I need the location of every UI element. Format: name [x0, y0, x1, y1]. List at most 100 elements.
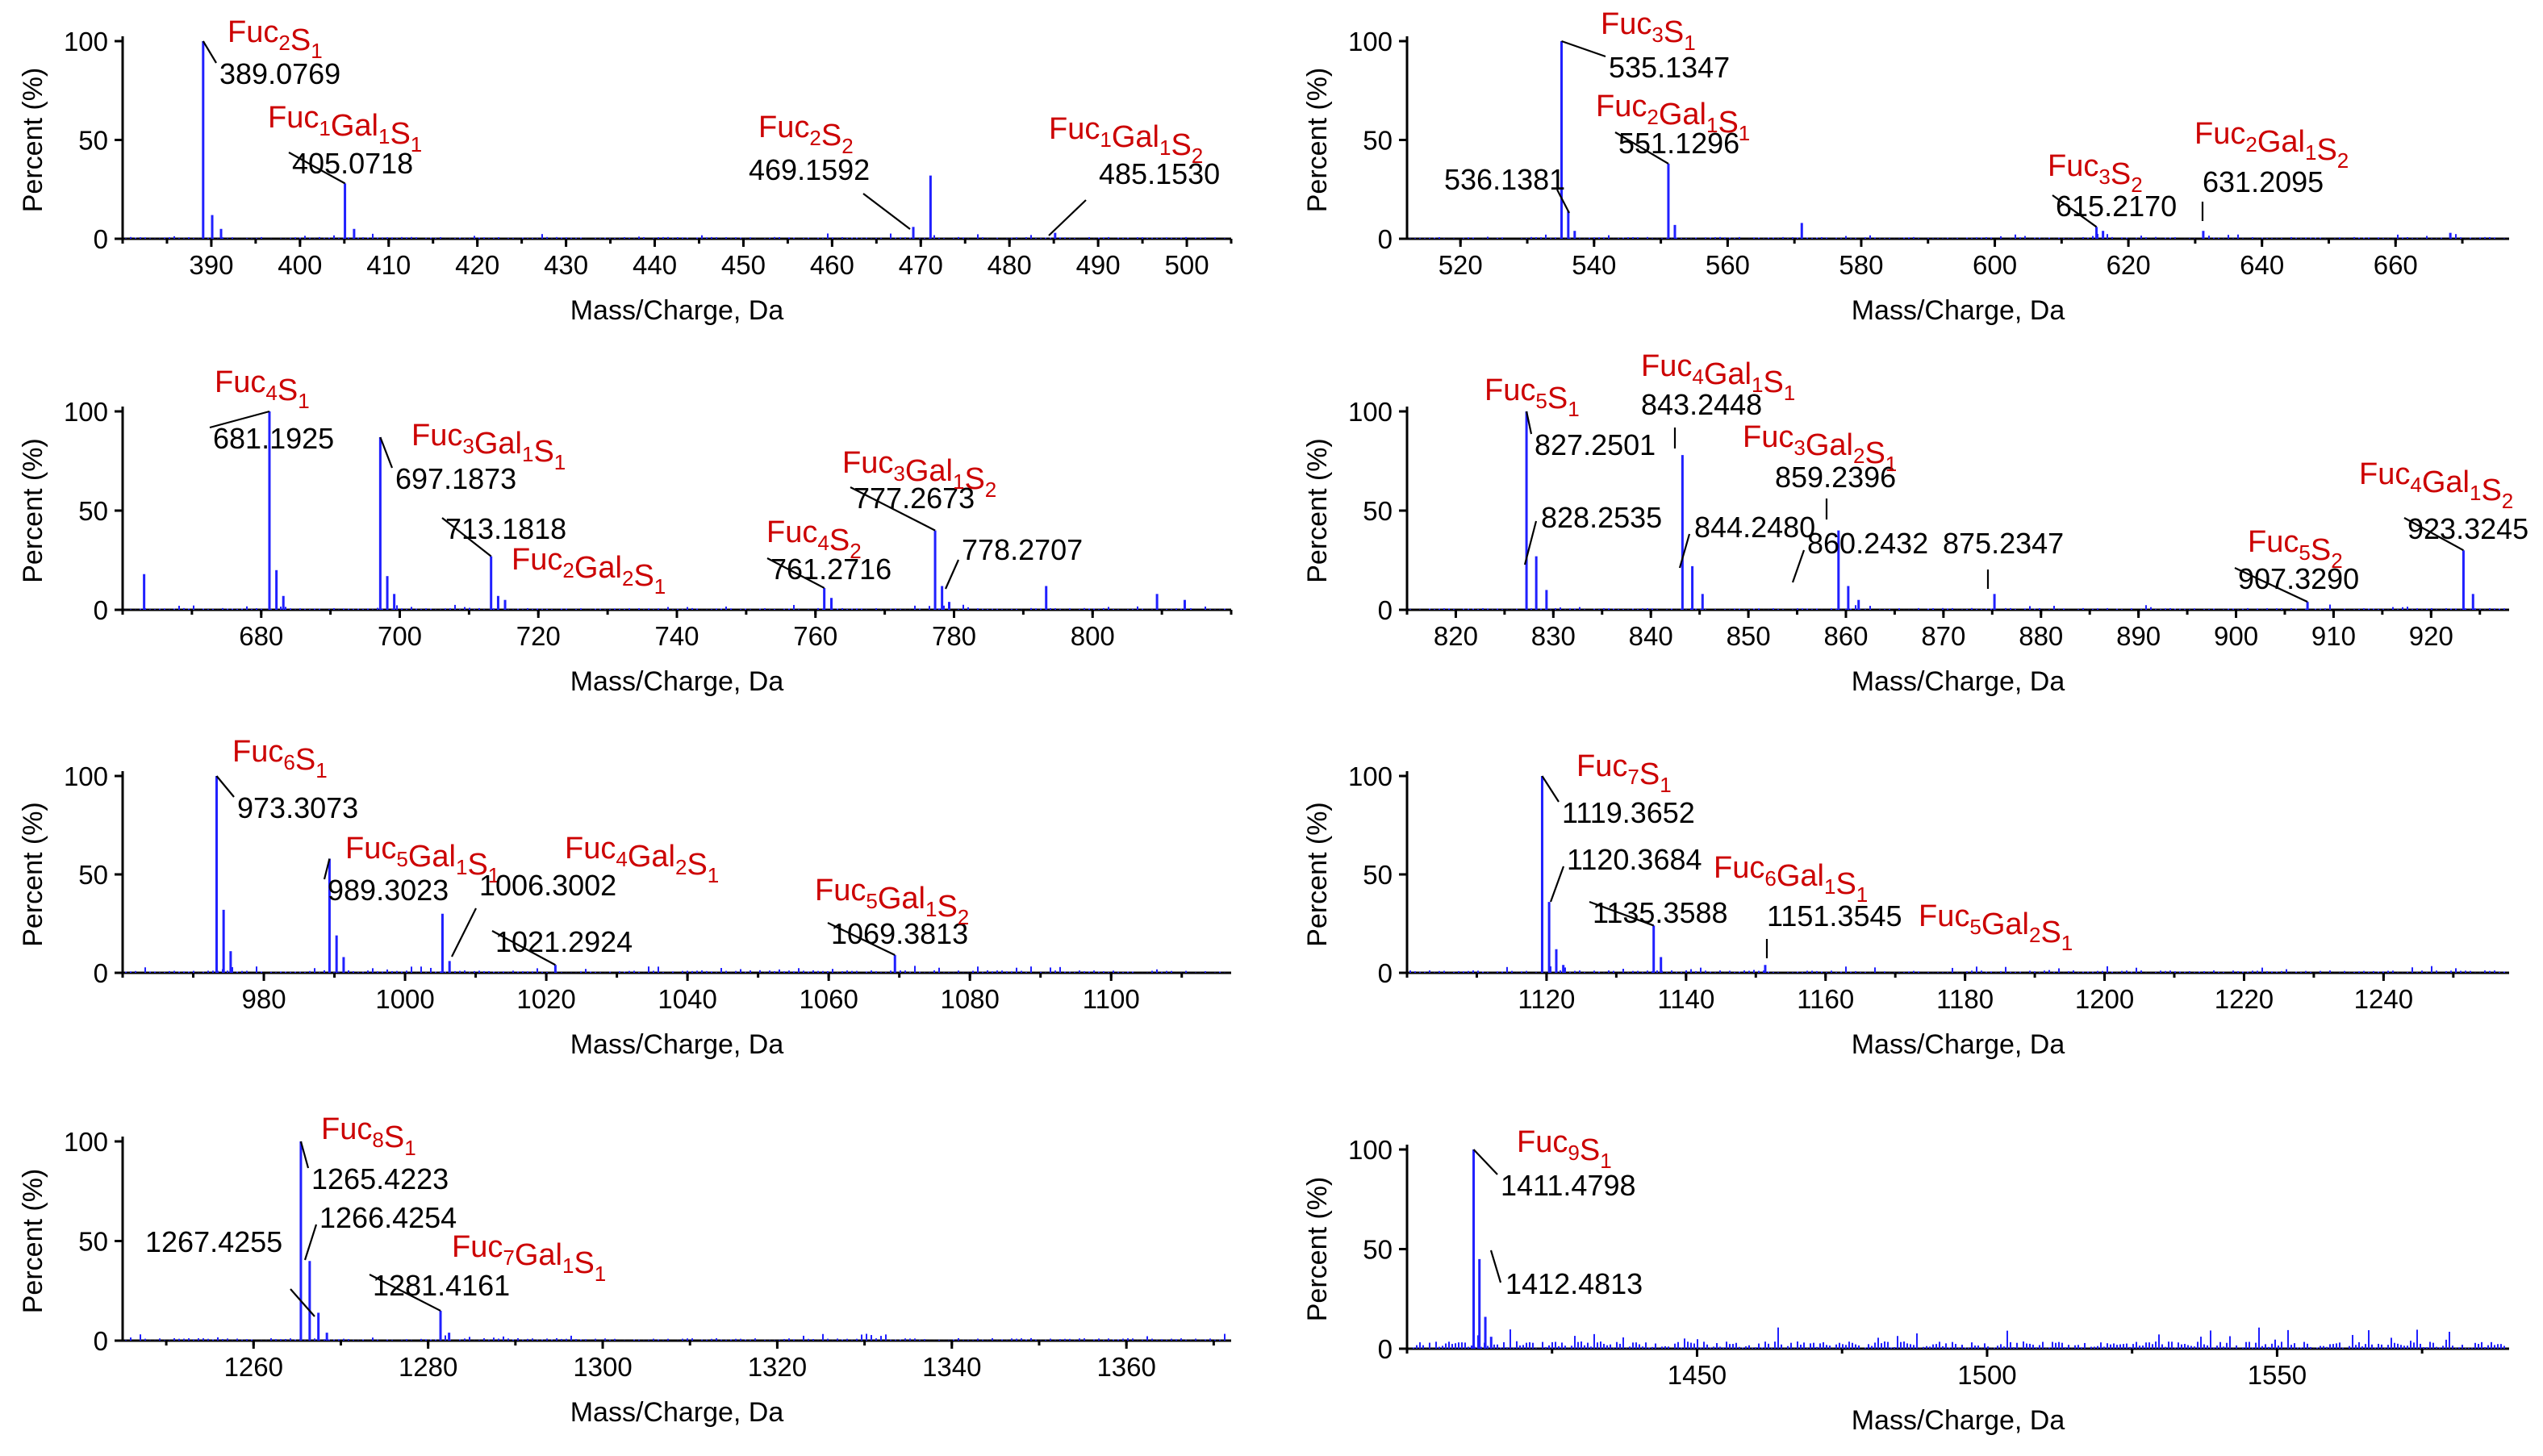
x-tick-label: 740 — [654, 621, 699, 651]
ion-label: Fuc7Gal1S1 — [452, 1230, 606, 1286]
x-tick-label: 1360 — [1096, 1352, 1155, 1382]
x-tick-label: 850 — [1727, 621, 1771, 651]
peak-mz-label: 1266.4254 — [319, 1201, 457, 1234]
x-tick-label: 1180 — [1936, 984, 1994, 1014]
ion-label: Fuc3Gal1S2 — [842, 446, 996, 502]
spectrum-panel-5: 980 1000 1020 1040 1060 1080 1100 0 50 100 Mass/Ch… — [18, 735, 1231, 1060]
leader-line — [290, 1288, 315, 1317]
peak-mz-label: 828.2535 — [1541, 501, 1662, 534]
peak-mz-label: 1119.3652 — [1562, 796, 1695, 829]
peak-mz-label: 761.2716 — [770, 553, 892, 586]
peak-mz-label: 713.1818 — [445, 512, 566, 545]
ion-label: Fuc9S1 — [1517, 1125, 1612, 1173]
y-tick-label: 50 — [1363, 496, 1393, 526]
x-tick-label: 640 — [2240, 250, 2284, 280]
x-tick-label: 1340 — [922, 1352, 981, 1382]
ion-label: Fuc7S1 — [1576, 749, 1672, 797]
y-tick-label: 50 — [1363, 860, 1393, 890]
peak-mz-label: 860.2432 — [1807, 527, 1928, 560]
ion-label: Fuc8S1 — [321, 1112, 416, 1160]
noise-floor — [125, 233, 1226, 239]
leader-line — [1791, 549, 1806, 583]
leader-line — [1489, 1249, 1502, 1283]
peak-mz-label: 1151.3545 — [1767, 899, 1902, 932]
peak-mz-label: 1411.4798 — [1501, 1169, 1636, 1202]
leader-line — [766, 557, 825, 589]
x-tick-label: 1120 — [1518, 984, 1575, 1014]
ion-label: Fuc5Gal2S1 — [1919, 899, 2073, 955]
x-tick-label: 450 — [721, 250, 766, 280]
leader-line — [303, 1224, 318, 1261]
leader-line — [1678, 533, 1691, 569]
leader-line — [1614, 131, 1669, 165]
leader-line — [862, 193, 911, 230]
peak-mz-label: 1265.4223 — [311, 1162, 449, 1195]
peak-mz-label: 843.2448 — [1641, 388, 1762, 421]
x-tick-label: 720 — [516, 621, 561, 651]
y-axis-title: Percent (%) — [18, 68, 48, 213]
x-tick-label: 880 — [2019, 621, 2063, 651]
peak-mz-label: 1069.3813 — [831, 917, 968, 950]
x-tick-label: 1240 — [2354, 984, 2413, 1014]
spectrum-panel-2: 520 540 560 580 600 620 640 660 0 50 100 Mass/Charg… — [1302, 7, 2509, 326]
noise-floor — [125, 1333, 1226, 1341]
x-tick-label: 1300 — [573, 1352, 632, 1382]
peak-mz-label: 875.2347 — [1943, 527, 2064, 560]
y-axis-title: Percent (%) — [1302, 68, 1333, 213]
peak-mz-label: 535.1347 — [1609, 51, 1730, 84]
y-tick-label: 0 — [1378, 595, 1393, 625]
x-axis-title: Mass/Charge, Da — [1852, 1405, 2065, 1436]
peak-mz-label: 923.3245 — [2407, 512, 2528, 545]
x-tick-label: 1200 — [2075, 984, 2134, 1014]
y-tick-label: 50 — [1363, 126, 1393, 156]
x-tick-label: 1500 — [1957, 1360, 2016, 1390]
x-axis-title: Mass/Charge, Da — [1852, 666, 2065, 697]
leader-line — [2234, 567, 2308, 603]
y-tick-label: 0 — [94, 958, 108, 988]
ion-label: Fuc4S1 — [215, 365, 310, 413]
leader-line — [827, 922, 896, 957]
peak-mz-label: 989.3023 — [328, 874, 449, 907]
x-tick-label: 620 — [2107, 250, 2151, 280]
x-tick-label: 820 — [1434, 621, 1478, 651]
x-tick-label: 390 — [189, 250, 233, 280]
x-tick-label: 900 — [2214, 621, 2258, 651]
peak-mz-label: 778.2707 — [962, 533, 1083, 566]
y-tick-label: 50 — [78, 1227, 108, 1257]
x-tick-label: 1020 — [516, 984, 575, 1014]
x-tick-label: 1140 — [1657, 984, 1714, 1014]
x-tick-label: 460 — [810, 250, 854, 280]
x-tick-label: 1160 — [1797, 984, 1854, 1014]
x-tick-label: 430 — [544, 250, 588, 280]
y-tick-label: 100 — [1348, 1135, 1393, 1165]
spectrum-panel-3: 680 700 720 740 760 780 800 0 50 100 Mass/Charge, … — [18, 365, 1233, 697]
x-tick-label: 490 — [1076, 250, 1121, 280]
peak-mz-label: 485.1530 — [1099, 157, 1220, 190]
y-tick-label: 0 — [1378, 224, 1393, 254]
x-tick-label: 1060 — [799, 984, 858, 1014]
y-tick-label: 50 — [1363, 1235, 1393, 1265]
leader-line — [1526, 411, 1533, 435]
x-tick-label: 760 — [793, 621, 837, 651]
ion-label: Fuc3Gal1S1 — [411, 419, 566, 474]
x-tick-label: 700 — [378, 621, 422, 651]
y-tick-label: 0 — [94, 1326, 108, 1356]
ion-label: Fuc3Gal2S1 — [1743, 420, 1897, 476]
leader-line — [491, 930, 556, 966]
peak-mz-label: 1120.3684 — [1567, 843, 1702, 876]
x-axis-title: Mass/Charge, Da — [570, 1397, 784, 1428]
leader-line — [1556, 189, 1570, 214]
leader-line — [2403, 517, 2464, 552]
ion-label: Fuc2Gal2S1 — [512, 543, 666, 599]
y-axis-title: Percent (%) — [18, 1169, 48, 1314]
ion-label: Fuc4S2 — [766, 515, 862, 563]
leader-line — [323, 858, 331, 880]
y-tick-label: 100 — [1348, 27, 1393, 56]
x-tick-label: 1320 — [748, 1352, 807, 1382]
x-tick-label: 1100 — [1083, 984, 1140, 1014]
leader-line — [451, 907, 477, 957]
x-tick-label: 680 — [239, 621, 283, 651]
y-tick-label: 0 — [1378, 958, 1393, 988]
ion-label: Fuc3S2 — [2048, 149, 2143, 197]
x-tick-label: 1080 — [940, 984, 999, 1014]
